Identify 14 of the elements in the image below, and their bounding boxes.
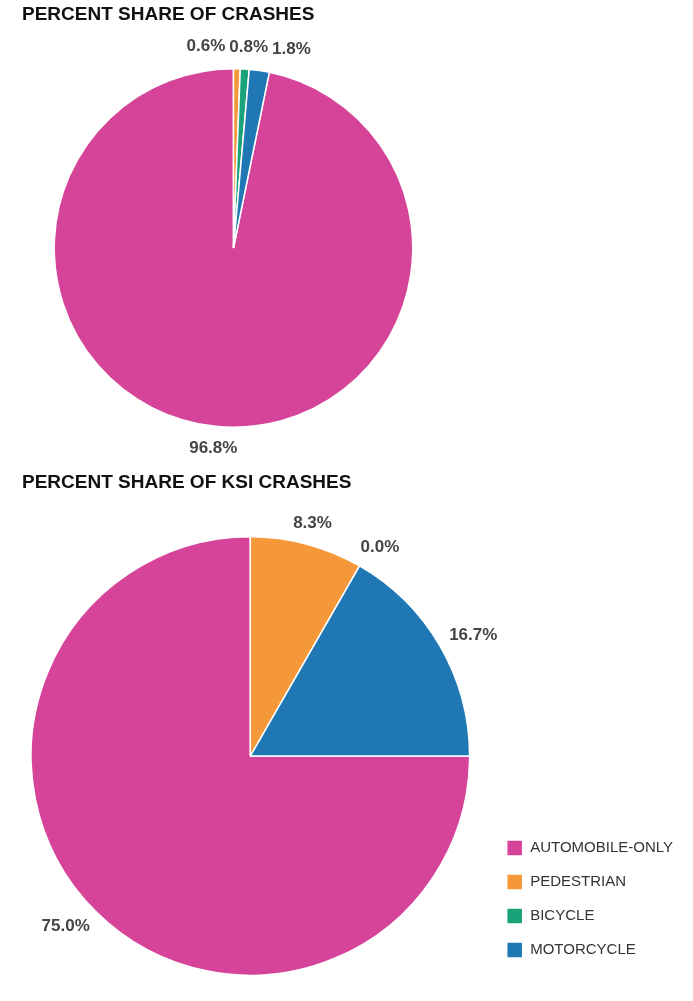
chart-title: PERCENT SHARE OF KSI CRASHES [21, 470, 353, 494]
data-label: 75.0% [41, 916, 90, 936]
chart-title: PERCENT SHARE OF CRASHES [21, 2, 316, 26]
legend-label: PEDESTRIAN [530, 872, 627, 890]
legend-label: MOTORCYCLE [530, 940, 636, 958]
legend-label: AUTOMOBILE-ONLY [530, 838, 673, 856]
legend-label: BICYCLE [530, 906, 595, 924]
data-label: 96.8% [189, 437, 238, 457]
data-label: 0.8% [229, 36, 269, 56]
text: 0.0% [360, 536, 400, 556]
data-label: 1.8% [272, 38, 311, 58]
data-label: 8.3% [293, 512, 332, 532]
data-label: 16.7% [449, 624, 498, 644]
data-label: 0.6% [186, 36, 226, 56]
